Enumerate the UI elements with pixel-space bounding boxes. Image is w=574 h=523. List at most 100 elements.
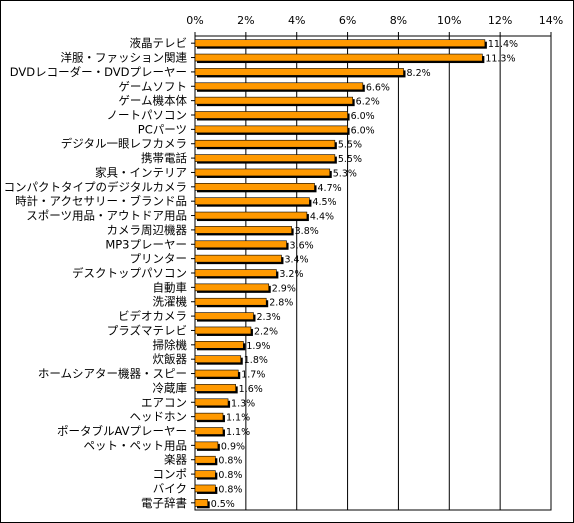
bar [194,139,336,148]
bar [194,68,404,76]
value-label: 5.5% [338,154,362,165]
bar [194,455,216,464]
category-label: MP3プレーヤー [105,237,187,251]
bar [194,398,229,407]
bar [194,369,239,378]
value-label: 3.4% [284,255,308,266]
bar [194,312,254,320]
bar [194,283,270,292]
category-label: カメラ周辺機器 [107,223,188,237]
bar [194,412,224,421]
x-tick-label: 4% [288,14,305,27]
value-label: 1.1% [226,427,250,438]
value-label: 0.9% [221,441,245,452]
bar [194,427,224,435]
value-label: 1.9% [246,341,270,352]
category-label: 家具・インテリア [95,165,187,179]
category-label: 携帯電話 [141,151,187,165]
category-label: 洗濯機 [153,295,188,309]
bar [194,53,483,62]
x-tick-label: 10% [437,14,461,27]
value-label: 1.1% [226,413,250,424]
category-label: バイク [153,481,187,495]
x-tick-label: 2% [237,14,254,27]
x-tick-label: 12% [488,14,512,27]
value-label: 3.6% [290,240,314,251]
bar [194,384,236,392]
category-label: エアコン [141,395,187,409]
value-label: 0.5% [211,499,235,510]
bar [194,183,315,191]
category-label: 時計・アクセサリー・ブランド品 [15,194,187,208]
category-label: ノートパソコン [107,108,188,122]
value-label: 1.6% [239,384,263,395]
value-label: 5.3% [333,168,357,179]
value-label: 4.7% [318,183,342,194]
bar [194,168,331,177]
category-label: デジタル一眼レフカメラ [61,137,187,151]
bar [194,125,348,134]
category-label: コンポ [153,467,188,481]
bar [194,470,216,478]
value-label: 0.8% [218,456,242,467]
x-tick-label: 0% [186,14,203,27]
value-label: 11.3% [485,54,515,65]
bar [194,484,216,493]
value-label: 6.2% [356,97,380,108]
category-label: ヘッドホン [130,410,188,424]
category-label: 楽器 [164,453,187,467]
category-label: デスクトップパソコン [72,266,187,280]
value-label: 6.0% [351,125,375,136]
bar [194,441,219,450]
category-label: ビデオカメラ [118,309,187,323]
value-label: 1.7% [241,370,265,381]
category-label: 掃除機 [153,338,188,352]
bar [194,39,486,47]
category-label: ホームシアター機器・スピー [38,367,187,381]
category-label: 冷蔵庫 [153,381,188,395]
category-label: プラズマテレビ [107,323,187,337]
value-label: 5.5% [338,140,362,151]
x-tick-label: 14% [539,14,563,27]
bar [194,297,267,306]
bar [194,197,310,205]
value-label: 3.8% [295,226,319,237]
value-label: 6.0% [351,111,375,122]
value-label: 2.2% [254,326,278,337]
bar [194,111,348,119]
value-label: 2.8% [269,298,293,309]
category-label: ゲーム機本体 [118,94,187,108]
value-label: 0.8% [218,470,242,481]
value-label: 2.9% [272,283,296,294]
bar [194,326,252,335]
value-label: 1.8% [244,355,268,366]
bar [194,269,277,277]
value-label: 3.2% [279,269,303,280]
category-label: スポーツ用品・アウトドア用品 [26,209,187,223]
category-label: プリンター [130,252,188,266]
bar [194,355,242,363]
bar [194,82,364,91]
bar [194,254,282,263]
value-label: 0.8% [218,484,242,495]
bar [194,226,292,234]
bar [194,96,353,105]
category-label: DVDレコーダー・DVDプレーヤー [10,65,187,79]
value-label: 4.5% [312,197,336,208]
bar [194,211,308,220]
category-label: ペット・ペット用品 [84,438,188,452]
value-label: 8.2% [407,68,431,79]
category-label: 自動車 [153,280,188,294]
x-tick-label: 6% [339,14,356,27]
category-label: コンパクトタイプのデジタルカメラ [4,180,187,194]
value-label: 2.3% [256,312,280,323]
category-label: ゲームソフト [118,79,187,93]
bar [194,341,244,349]
value-label: 6.6% [366,82,390,93]
category-label: 炊飯器 [153,352,188,366]
bar [194,154,336,162]
bar [194,240,287,249]
value-label: 11.4% [488,39,518,50]
value-label: 1.3% [231,398,255,409]
